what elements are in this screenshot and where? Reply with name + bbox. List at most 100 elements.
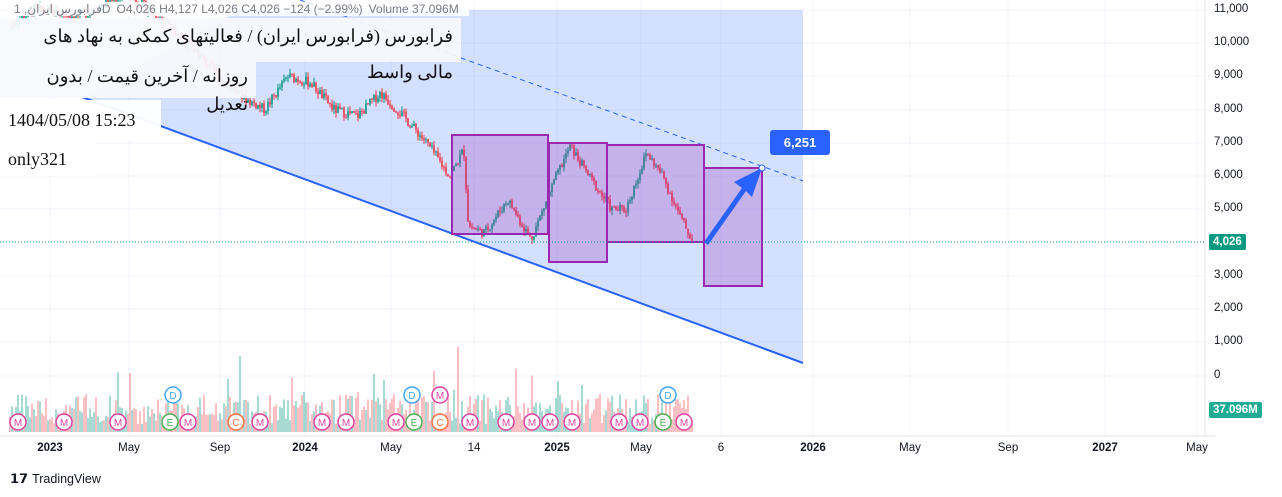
candle (411, 125, 413, 128)
price-tick: 7,000 (1214, 136, 1243, 148)
candle (363, 111, 365, 114)
event-marker-M[interactable]: M (251, 413, 269, 431)
wedge-lower-line[interactable] (81, 96, 804, 364)
event-marker-M[interactable]: M (523, 413, 541, 431)
candle (529, 234, 531, 237)
candle (359, 111, 361, 118)
volume-bar (199, 397, 201, 432)
volume-bar (31, 403, 33, 432)
volume-bar (289, 420, 291, 432)
event-marker-M[interactable]: M (9, 413, 27, 431)
volume-bar (459, 423, 461, 432)
volume-bar (239, 355, 241, 432)
candle (317, 91, 319, 95)
event-marker-C[interactable]: C (227, 413, 245, 431)
event-marker-M[interactable]: M (461, 413, 479, 431)
volume-bar (305, 402, 307, 432)
price-tick: 11,000 (1214, 3, 1249, 15)
volume-bar (589, 417, 591, 432)
volume-bar (49, 419, 51, 432)
event-marker-M[interactable]: M (337, 413, 355, 431)
event-marker-M[interactable]: M (109, 413, 127, 431)
event-marker-M[interactable]: M (55, 413, 73, 431)
event-marker-M[interactable]: M (675, 413, 693, 431)
event-marker-M[interactable]: M (541, 413, 559, 431)
volume-bar (489, 408, 491, 432)
event-marker-M[interactable]: M (631, 413, 649, 431)
event-marker-D[interactable]: D (403, 386, 421, 404)
event-marker-D[interactable]: D (164, 386, 182, 404)
event-marker-M[interactable]: M (563, 413, 581, 431)
time-tick: Sep (997, 442, 1019, 454)
candle (551, 184, 553, 193)
box-2[interactable] (548, 142, 608, 263)
candle (425, 139, 427, 141)
event-marker-E[interactable]: E (654, 413, 672, 431)
volume-bar (675, 399, 677, 432)
candle (559, 165, 561, 170)
event-marker-D[interactable]: D (659, 386, 677, 404)
event-marker-M[interactable]: M (313, 413, 331, 431)
price-tick: 2,000 (1214, 302, 1243, 314)
candle (333, 105, 335, 110)
wedge-upper-dashed-line[interactable] (299, 0, 804, 182)
volume-bar (99, 422, 101, 432)
tradingview-logo[interactable]: 𝟭𝟳 TradingView (10, 471, 101, 487)
candle (499, 210, 501, 212)
candle (521, 224, 523, 227)
candle (543, 208, 545, 212)
event-marker-C[interactable]: C (431, 413, 449, 431)
info-datetime: 1404/05/08 15:23 (0, 100, 161, 140)
volume-bar (283, 399, 285, 432)
candle (601, 191, 603, 197)
price-tick: 6,000 (1214, 169, 1243, 181)
box-3[interactable] (606, 144, 705, 243)
candle (663, 171, 665, 179)
svg-text:E: E (411, 418, 418, 429)
target-arrow[interactable] (704, 168, 762, 245)
volume-bar (449, 411, 451, 432)
candle (351, 111, 353, 114)
volume-bar (139, 411, 141, 432)
box-1[interactable] (451, 134, 549, 235)
candle (477, 228, 479, 230)
candle (577, 152, 579, 161)
candle (429, 142, 431, 147)
candle (513, 208, 515, 210)
volume-bar (129, 372, 131, 432)
svg-text:M: M (436, 391, 444, 402)
event-marker-E[interactable]: E (405, 413, 423, 431)
svg-text:M: M (184, 418, 192, 429)
event-marker-M[interactable]: M (497, 413, 515, 431)
candle (673, 201, 675, 204)
volume-bar (47, 420, 49, 432)
candle (617, 210, 619, 212)
event-marker-M[interactable]: M (431, 386, 449, 404)
candle (565, 153, 567, 159)
candle (609, 199, 611, 211)
volume-bar (481, 400, 483, 432)
volume-bar (275, 404, 277, 432)
event-marker-E[interactable]: E (161, 413, 179, 431)
candle (629, 200, 631, 203)
event-marker-M[interactable]: M (387, 413, 405, 431)
candle (647, 153, 649, 156)
candle (515, 209, 517, 215)
candle (669, 192, 671, 194)
target-price-label[interactable]: 6,251 (770, 130, 830, 155)
volume-bar (687, 395, 689, 432)
event-marker-M[interactable]: M (179, 413, 197, 431)
volume-bar (381, 419, 383, 432)
candle (597, 190, 599, 192)
volume-bar (461, 400, 463, 432)
event-marker-M[interactable]: M (610, 413, 628, 431)
volume-bar (365, 410, 367, 432)
time-tick: 6 (717, 442, 725, 454)
target-point[interactable] (758, 164, 766, 172)
svg-text:M: M (14, 418, 22, 429)
volume-bar (425, 401, 427, 432)
volume-bar (457, 346, 459, 432)
volume-bar (203, 394, 205, 432)
